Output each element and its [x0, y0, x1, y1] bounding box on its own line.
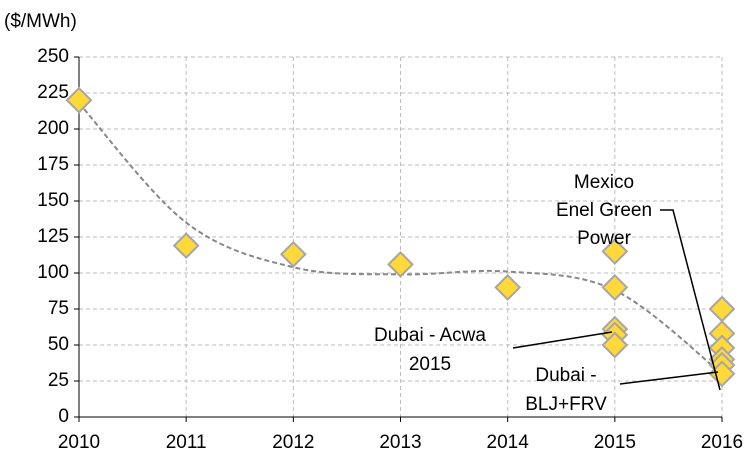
point — [387, 250, 414, 278]
y-tick-label: 175 — [37, 154, 69, 175]
point — [601, 331, 629, 359]
y-tick-label: 25 — [48, 370, 69, 391]
x-tick-label: 2011 — [166, 432, 207, 453]
y-tick-label: 125 — [37, 226, 69, 247]
y-axis-label: ($/MWh) — [4, 11, 77, 32]
annotation: Dubai - — [535, 365, 596, 386]
point — [601, 273, 629, 301]
y-tick-label: 100 — [37, 262, 69, 283]
y-tick-label: 75 — [48, 298, 69, 319]
annotation: Enel Green — [556, 200, 652, 221]
x-tick-label: 2016 — [701, 432, 743, 453]
point — [279, 240, 307, 268]
annotation: Power — [577, 228, 632, 249]
point — [172, 232, 200, 260]
y-tick-label: 50 — [48, 334, 69, 355]
point — [494, 273, 522, 301]
annotation: 2015 — [409, 354, 451, 375]
y-tick-label: 250 — [37, 46, 69, 67]
y-tick-label: 225 — [37, 82, 69, 103]
y-tick-label: 0 — [58, 406, 69, 427]
annotation: Mexico — [574, 172, 634, 193]
annotation: Dubai - Acwa — [374, 325, 486, 346]
x-tick-label: 2014 — [487, 432, 530, 453]
point — [65, 86, 93, 114]
y-tick-label: 200 — [37, 118, 69, 139]
x-tick-label: 2010 — [58, 432, 100, 453]
x-tick-label: 2015 — [594, 432, 636, 453]
y-tick-label: 150 — [37, 190, 69, 211]
leader-line — [619, 371, 719, 385]
point — [601, 237, 629, 265]
leader-line — [512, 331, 613, 349]
x-tick-label: 2013 — [379, 432, 421, 453]
leader-line — [660, 209, 721, 391]
x-tick-label: 2012 — [272, 432, 314, 453]
annotation: BLJ+FRV — [525, 394, 607, 415]
point — [708, 295, 736, 323]
